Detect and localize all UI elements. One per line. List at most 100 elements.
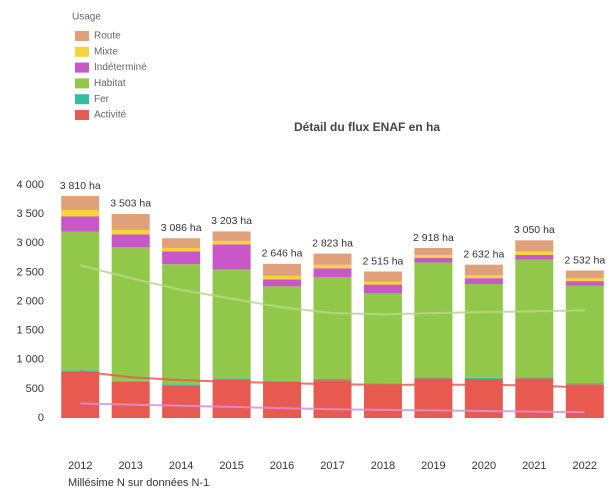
y-tick-label: 3 000 bbox=[16, 237, 44, 249]
bar-segment bbox=[111, 247, 150, 381]
bar-segment bbox=[162, 247, 201, 252]
bar-segment bbox=[263, 381, 302, 418]
total-label: 3 810 ha bbox=[60, 180, 101, 192]
bar-segment bbox=[61, 210, 100, 217]
legend-swatch bbox=[75, 110, 89, 120]
bar-segment bbox=[61, 231, 100, 371]
y-tick-label: 2 000 bbox=[16, 295, 44, 307]
y-tick-label: 1 500 bbox=[16, 325, 44, 337]
bar-segment bbox=[212, 240, 251, 245]
trend-line bbox=[80, 370, 585, 389]
bar-segment bbox=[313, 253, 352, 265]
total-label: 2 632 ha bbox=[463, 248, 504, 260]
x-tick-label: 2014 bbox=[169, 460, 193, 472]
bar-segment bbox=[515, 251, 554, 255]
x-tick-label: 2018 bbox=[371, 460, 395, 472]
bar-segment bbox=[414, 254, 453, 258]
bar-segment bbox=[61, 216, 100, 232]
bar-segment bbox=[363, 284, 402, 294]
bar-segment bbox=[263, 286, 302, 381]
y-tick-label: 1 000 bbox=[16, 354, 44, 366]
legend-swatch bbox=[75, 62, 89, 73]
total-label: 2 646 ha bbox=[262, 248, 303, 260]
total-label: 2 823 ha bbox=[312, 237, 353, 249]
x-tick-label: 2020 bbox=[472, 460, 496, 472]
bar-segment bbox=[565, 281, 604, 286]
x-tick-label: 2019 bbox=[421, 460, 445, 472]
bar-segment bbox=[111, 234, 150, 248]
bar-segment bbox=[313, 380, 352, 418]
x-tick-label: 2015 bbox=[219, 460, 243, 472]
legend-swatch bbox=[75, 46, 89, 57]
bar-segment bbox=[565, 278, 604, 282]
bar-segment bbox=[464, 377, 503, 379]
y-tick-label: 2 500 bbox=[16, 266, 44, 278]
x-tick-label: 2012 bbox=[68, 460, 92, 472]
total-label: 2 918 ha bbox=[413, 232, 454, 244]
bar-segment bbox=[565, 285, 604, 384]
bar-segment bbox=[363, 281, 402, 285]
legend-label: Indéterminé bbox=[94, 62, 147, 73]
legend-label: Route bbox=[94, 31, 121, 42]
y-tick-label: 3 500 bbox=[16, 208, 44, 220]
chart-title: Détail du flux ENAF en ha bbox=[294, 120, 440, 134]
bar-segment bbox=[263, 279, 302, 287]
legend-swatch bbox=[75, 94, 89, 105]
bar-segment bbox=[313, 268, 352, 278]
total-label: 3 203 ha bbox=[211, 215, 252, 227]
bar-segment bbox=[414, 262, 453, 378]
bar-segment bbox=[414, 248, 453, 255]
bar-segment bbox=[363, 271, 402, 282]
total-label: 3 503 ha bbox=[110, 198, 151, 210]
bar-segment bbox=[212, 378, 251, 380]
x-tick-label: 2013 bbox=[118, 460, 142, 472]
bar-segment bbox=[263, 380, 302, 382]
bar-segment bbox=[111, 381, 150, 418]
bar-segment bbox=[464, 275, 503, 279]
bar-segment bbox=[515, 377, 554, 379]
bar-segment bbox=[162, 238, 201, 248]
legend-swatch bbox=[75, 31, 89, 41]
legend-label: Activité bbox=[94, 110, 127, 121]
bar-segment bbox=[263, 275, 302, 280]
bar-segment bbox=[162, 264, 201, 385]
bar-segment bbox=[464, 264, 503, 276]
bar-segment bbox=[515, 240, 554, 252]
bar-segment bbox=[162, 385, 201, 418]
bar-segment bbox=[515, 259, 554, 378]
bar-segment bbox=[162, 251, 201, 265]
bar-segment bbox=[313, 277, 352, 379]
bar-segment bbox=[414, 257, 453, 263]
y-tick-label: 0 bbox=[38, 412, 44, 424]
bar-segment bbox=[464, 284, 503, 378]
bar-segment bbox=[565, 270, 604, 279]
bar-segment bbox=[61, 370, 100, 372]
bar-segment bbox=[61, 196, 100, 211]
total-label: 2 515 ha bbox=[363, 255, 404, 267]
bar-segment bbox=[212, 269, 251, 379]
y-tick-label: 4 000 bbox=[16, 179, 44, 191]
x-tick-label: 2022 bbox=[573, 460, 597, 472]
trend-line bbox=[79, 264, 585, 316]
bar-segment bbox=[263, 263, 302, 276]
bar-segment bbox=[111, 229, 150, 235]
legend-swatch bbox=[75, 78, 89, 89]
bar-segment bbox=[111, 380, 150, 382]
total-label: 3 086 ha bbox=[161, 222, 202, 234]
bar-segment bbox=[464, 278, 503, 285]
bar-segment bbox=[212, 231, 251, 241]
x-tick-label: 2017 bbox=[320, 460, 344, 472]
x-tick-label: 2021 bbox=[522, 460, 546, 472]
legend-label: Habitat bbox=[94, 78, 126, 89]
trend-line bbox=[80, 402, 585, 414]
bar-segment bbox=[515, 254, 554, 260]
legend-label: Fer bbox=[94, 94, 110, 105]
legend-label: Mixte bbox=[94, 46, 118, 57]
bar-segment bbox=[414, 377, 453, 379]
bar-segment bbox=[111, 213, 150, 230]
bar-segment bbox=[313, 378, 352, 381]
legend-title: Usage bbox=[72, 12, 101, 23]
x-axis-label: Millésime N sur données N-1 bbox=[68, 477, 209, 489]
bar-segment bbox=[212, 379, 251, 418]
